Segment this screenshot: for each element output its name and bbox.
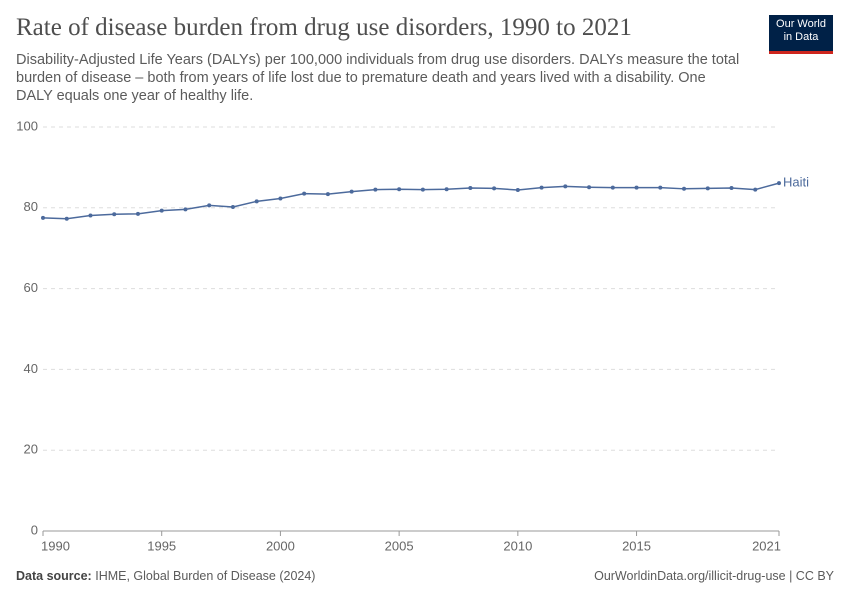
chart-subtitle: Disability-Adjusted Life Years (DALYs) p… xyxy=(16,52,740,104)
point xyxy=(444,187,449,192)
y-tick-label: 0 xyxy=(31,522,38,537)
logo-text: in Data xyxy=(783,31,819,43)
chart-title: Rate of disease burden from drug use dis… xyxy=(16,14,632,41)
point xyxy=(729,186,734,191)
point xyxy=(159,208,164,213)
point xyxy=(207,203,212,208)
point xyxy=(325,192,330,197)
point xyxy=(278,196,283,201)
point xyxy=(64,216,69,221)
point xyxy=(777,181,781,186)
point xyxy=(112,212,117,217)
point xyxy=(753,187,758,192)
footer-link[interactable]: OurWorldinData.org/illicit-drug-use | CC… xyxy=(594,569,834,583)
point xyxy=(420,187,425,192)
x-tick-label: 2000 xyxy=(266,538,295,553)
y-tick-label: 60 xyxy=(24,280,38,295)
logo-text: Our World xyxy=(776,18,826,30)
point xyxy=(682,186,687,191)
point xyxy=(254,199,259,204)
point xyxy=(302,191,307,196)
x-tick-label: 2010 xyxy=(503,538,532,553)
x-tick-label: 1995 xyxy=(147,538,176,553)
x-tick-label: 1990 xyxy=(41,538,70,553)
source-label: Data source: xyxy=(16,569,92,583)
point xyxy=(135,211,140,216)
x-tick-label: 2015 xyxy=(622,538,651,553)
point xyxy=(563,184,568,189)
point xyxy=(349,189,354,194)
x-tick-label: 2021 xyxy=(752,538,781,553)
point xyxy=(610,185,615,190)
series-label: Haiti xyxy=(783,175,809,190)
y-tick-label: 100 xyxy=(16,118,38,133)
line xyxy=(42,182,780,220)
point xyxy=(587,185,592,190)
source: Data source: IHME, Global Burden of Dise… xyxy=(16,569,315,583)
point xyxy=(373,187,378,192)
y-tick-label: 40 xyxy=(24,361,38,376)
point xyxy=(183,207,188,212)
point xyxy=(634,185,639,190)
point xyxy=(515,188,520,193)
point xyxy=(492,186,497,191)
logo[interactable]: Our World in Data xyxy=(769,15,833,54)
point xyxy=(41,215,45,220)
y-tick-label: 80 xyxy=(24,199,38,214)
point xyxy=(230,204,235,209)
point xyxy=(539,185,544,190)
point xyxy=(88,213,93,218)
point xyxy=(658,185,663,190)
x-tick-label: 2005 xyxy=(385,538,414,553)
y-tick-label: 20 xyxy=(24,442,38,457)
source-text: IHME, Global Burden of Disease (2024) xyxy=(95,569,316,583)
point xyxy=(705,186,710,191)
point xyxy=(397,187,402,192)
point xyxy=(468,186,473,191)
